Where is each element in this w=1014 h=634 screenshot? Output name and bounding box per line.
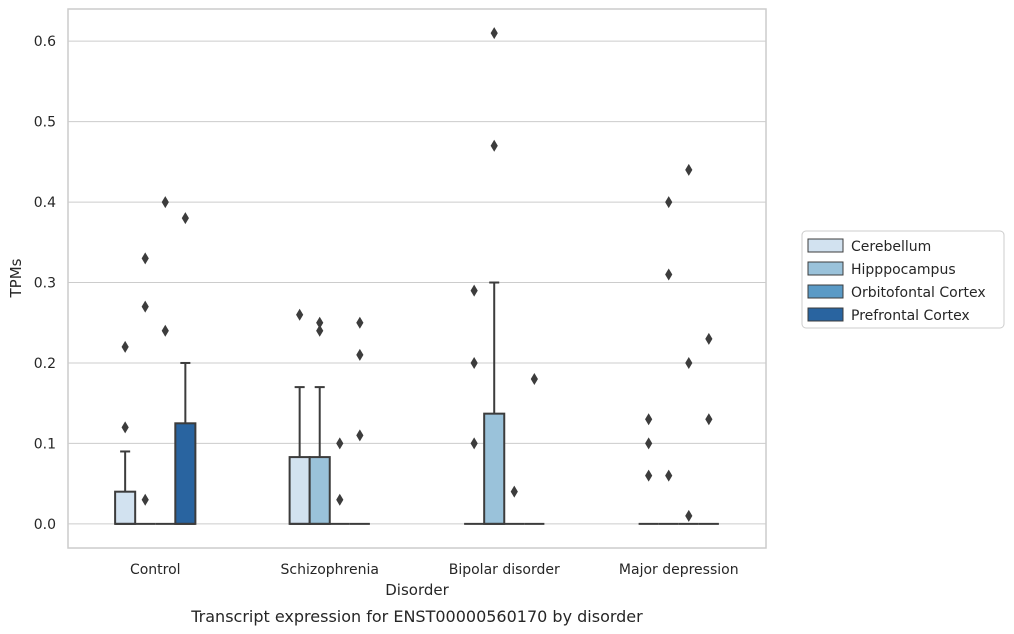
outlier-point: [645, 413, 653, 426]
legend-swatch: [807, 238, 844, 253]
outlier-point: [141, 252, 149, 265]
box-1-2: [329, 437, 350, 525]
box-0-2: [155, 196, 176, 525]
box-3-2: [678, 163, 699, 525]
box-3-3: [698, 332, 719, 525]
outlier-point: [336, 493, 344, 506]
x-tick-label: Major depression: [619, 562, 739, 578]
outlier-point: [665, 268, 673, 281]
outlier-point: [705, 413, 713, 426]
chart-caption: Transcript expression for ENST0000056017…: [190, 607, 643, 626]
plot-area: [114, 27, 719, 525]
outlier-point: [356, 316, 364, 329]
outlier-point: [470, 284, 478, 297]
x-axis-ticks: Control Schizophrenia Bipolar disorder Majo…: [130, 562, 739, 578]
legend-label: Prefrontal Cortex: [851, 308, 970, 324]
outlier-point: [490, 139, 498, 152]
y-tick-label: 0.5: [34, 115, 56, 131]
outlier-point: [141, 493, 149, 506]
y-tick-label: 0.6: [34, 34, 56, 50]
box-0-0: [114, 340, 137, 525]
plot-border: [67, 8, 767, 549]
outlier-point: [685, 163, 693, 176]
legend-label: Orbitofontal Cortex: [851, 285, 986, 301]
legend-label: Hipppocampus: [851, 262, 956, 278]
outlier-point: [665, 196, 673, 209]
outlier-point: [530, 373, 538, 386]
outlier-point: [141, 300, 149, 313]
outlier-point: [356, 348, 364, 361]
outlier-point: [645, 469, 653, 482]
outlier-point: [665, 469, 673, 482]
outlier-point: [490, 27, 498, 40]
outlier-point: [685, 509, 693, 522]
legend-swatch: [807, 307, 844, 322]
y-tick-label: 0.4: [34, 195, 56, 211]
y-tick-label: 0.3: [34, 276, 56, 292]
box-1-0: [288, 308, 311, 525]
outlier-point: [161, 196, 169, 209]
box-body: [288, 456, 311, 525]
outlier-point: [336, 437, 344, 450]
box-2-1: [483, 27, 506, 525]
plot-frame: [67, 8, 767, 549]
y-axis-ticks: 0.0 0.1 0.2 0.3 0.4 0.5 0.6: [34, 34, 56, 533]
gridlines: [68, 40, 766, 525]
outlier-point: [645, 437, 653, 450]
outlier-point: [470, 356, 478, 369]
outlier-point: [705, 332, 713, 345]
legend-swatch: [807, 284, 844, 299]
y-tick-label: 0.1: [34, 436, 56, 452]
outlier-point: [121, 421, 129, 434]
x-tick-label: Schizophrenia: [281, 562, 379, 578]
outlier-point: [181, 212, 189, 225]
box-body: [174, 422, 197, 525]
box-2-3: [524, 373, 545, 525]
outlier-point: [316, 316, 324, 329]
box-3-0: [638, 413, 659, 525]
box-2-2: [504, 485, 525, 525]
outlier-point: [470, 437, 478, 450]
box-0-3: [174, 212, 197, 525]
outlier-point: [510, 485, 518, 498]
x-tick-label: Control: [130, 562, 181, 578]
box-body: [114, 490, 137, 525]
outlier-point: [356, 429, 364, 442]
legend: Cerebellum Hipppocampus Orbitofontal Corte…: [801, 230, 1005, 329]
y-tick-label: 0.0: [34, 517, 56, 533]
box-body: [483, 412, 506, 525]
legend-swatch: [807, 261, 844, 276]
y-axis-title: TPMs: [7, 258, 25, 298]
box-body: [308, 456, 331, 525]
outlier-point: [121, 340, 129, 353]
x-axis-title: Disorder: [385, 581, 449, 599]
box-1-3: [349, 316, 370, 525]
box-2-0: [464, 284, 485, 525]
legend-box: [801, 230, 1005, 329]
outlier-point: [685, 356, 693, 369]
y-tick-label: 0.2: [34, 356, 56, 372]
box-1-1: [308, 316, 331, 525]
legend-label: Cerebellum: [851, 239, 931, 255]
box-3-1: [658, 196, 679, 525]
box-0-1: [135, 252, 156, 525]
outlier-point: [316, 324, 324, 337]
x-tick-label: Bipolar disorder: [449, 562, 560, 578]
outlier-point: [161, 324, 169, 337]
outlier-point: [296, 308, 304, 321]
